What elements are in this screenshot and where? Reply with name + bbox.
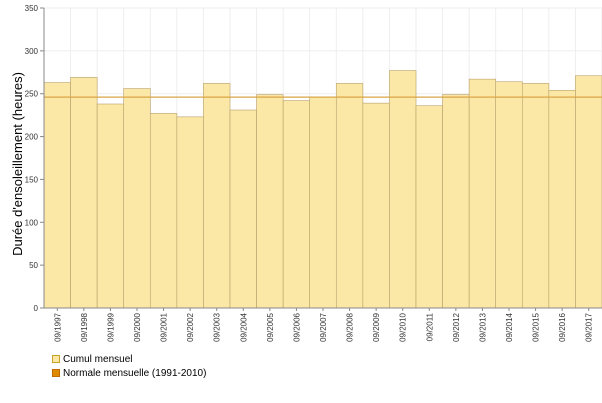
legend-label-normal: Normale mensuelle (1991-2010) xyxy=(63,367,207,379)
bar[interactable] xyxy=(43,82,71,309)
x-tick-label: 09/2002 xyxy=(186,312,195,341)
bar[interactable] xyxy=(123,88,151,309)
bar[interactable] xyxy=(203,83,231,309)
bar[interactable] xyxy=(96,103,125,309)
bar[interactable] xyxy=(149,113,178,309)
x-tick-label: 09/2001 xyxy=(160,312,169,341)
legend-item-normal[interactable]: Normale mensuelle (1991-2010) xyxy=(52,366,206,380)
bar[interactable] xyxy=(309,96,337,309)
x-tick-label: 09/2005 xyxy=(266,312,275,341)
bar[interactable] xyxy=(468,78,497,309)
y-tick-label: 300 xyxy=(25,47,39,56)
x-tick-label: 09/1999 xyxy=(106,312,115,341)
legend-swatch-bars xyxy=(52,355,60,363)
bar[interactable] xyxy=(442,94,470,309)
bar[interactable] xyxy=(362,102,390,309)
bar[interactable] xyxy=(176,116,204,309)
x-tick-label: 09/2016 xyxy=(558,312,567,341)
y-tick-label: 0 xyxy=(34,304,39,313)
bar[interactable] xyxy=(548,89,576,309)
x-tick-label: 09/2006 xyxy=(292,312,301,341)
y-tick-label: 100 xyxy=(25,218,39,227)
y-axis-title: Durée d'ensoleillement (heures) xyxy=(10,72,25,256)
x-tick-labels: 09/1997 09/1998 09/1999 09/2000 09/2001 09/20… xyxy=(53,312,593,341)
legend: Cumul mensuel Normale mensuelle (1991-20… xyxy=(52,352,206,380)
bar[interactable] xyxy=(335,83,364,309)
y-tick-label: 150 xyxy=(25,175,39,184)
bar[interactable] xyxy=(495,81,523,309)
y-tick-label: 250 xyxy=(25,90,39,99)
x-tick-label: 09/2017 xyxy=(585,312,594,341)
y-tick-labels: 0 50 100 150 200 250 300 350 xyxy=(25,4,39,313)
bar[interactable] xyxy=(389,70,417,309)
x-tick-label: 09/2008 xyxy=(346,312,355,341)
x-tick-label: 09/2013 xyxy=(478,312,487,341)
x-tick-label: 09/2000 xyxy=(133,312,142,341)
x-tick-label: 09/2015 xyxy=(532,312,541,341)
bar[interactable] xyxy=(521,83,550,309)
bar[interactable] xyxy=(70,77,98,309)
bar[interactable] xyxy=(415,105,443,309)
x-tick-label: 09/2011 xyxy=(425,312,434,341)
axes xyxy=(40,7,602,311)
x-tick-label: 09/2012 xyxy=(452,312,461,341)
bar[interactable] xyxy=(229,109,257,309)
x-tick-label: 09/2004 xyxy=(239,312,248,341)
bar[interactable] xyxy=(256,94,284,309)
bar[interactable] xyxy=(282,100,311,309)
legend-swatch-normal xyxy=(52,369,60,377)
x-tick-label: 09/1998 xyxy=(80,312,89,341)
legend-item-bars[interactable]: Cumul mensuel xyxy=(52,352,206,366)
x-tick-label: 09/2009 xyxy=(372,312,381,341)
y-tick-label: 50 xyxy=(29,261,38,270)
legend-label-bars: Cumul mensuel xyxy=(63,353,133,365)
bar[interactable] xyxy=(575,75,602,309)
x-tick-label: 09/2010 xyxy=(399,312,408,341)
x-tick-label: 09/2003 xyxy=(213,312,222,341)
x-tick-label: 09/1997 xyxy=(53,312,62,341)
y-tick-label: 200 xyxy=(25,133,39,142)
x-tick-label: 09/2007 xyxy=(319,312,328,341)
x-tick-label: 09/2014 xyxy=(505,312,514,341)
bars xyxy=(43,70,602,309)
y-tick-label: 350 xyxy=(25,4,39,13)
